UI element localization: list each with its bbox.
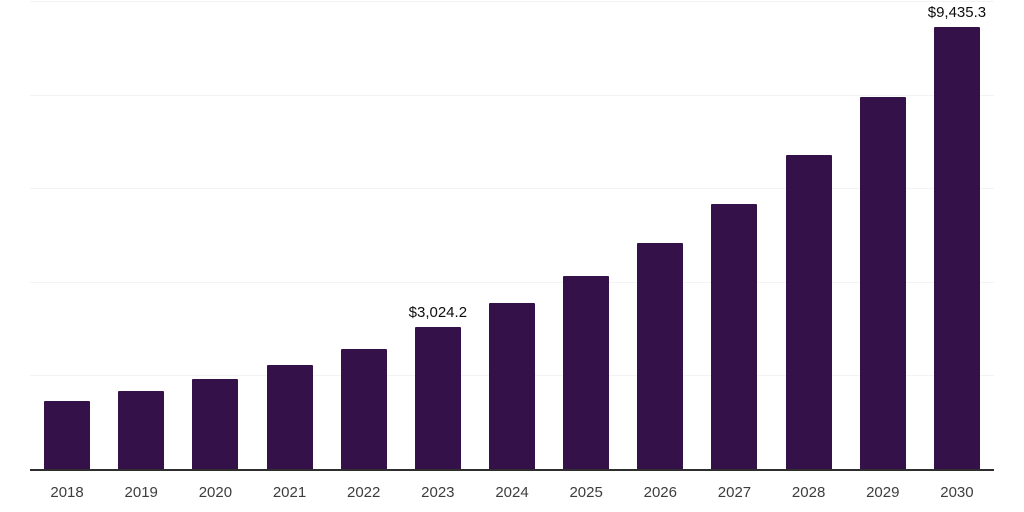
x-tick-2025: 2025: [569, 484, 603, 501]
gridline-8000: [30, 94, 994, 96]
bar-2023: [414, 327, 461, 469]
x-tick-2028: 2028: [791, 484, 826, 501]
x-tick-2022: 2022: [347, 484, 381, 501]
x-axis-line: [30, 469, 994, 471]
x-tick-2019: 2019: [124, 484, 158, 501]
x-tick-2026: 2026: [643, 484, 677, 501]
bar-2019: [118, 391, 165, 469]
x-tick-2023: 2023: [421, 484, 455, 501]
data-label-2023: $3,024.2: [408, 304, 468, 322]
bar-2030: [933, 27, 980, 469]
plot-area: $3,024.2 $9,435.3: [30, 1, 994, 469]
x-tick-2027: 2027: [717, 484, 752, 501]
bar-2020: [192, 379, 239, 469]
gridline-6000: [30, 188, 994, 190]
x-tick-2030: 2030: [940, 484, 974, 501]
bar-2029: [859, 97, 906, 469]
gridline-4000: [30, 281, 994, 283]
x-axis-labels: 2018 2019 2020 2021 2022 2023 2024 2025 2026 2027…: [30, 484, 994, 504]
x-tick-2029: 2029: [866, 484, 900, 501]
bar-2024: [489, 303, 535, 469]
bar-2021: [266, 365, 313, 469]
data-label-2030: $9,435.3: [927, 4, 987, 22]
bar-2022: [340, 348, 387, 469]
gridline-10000: [30, 1, 994, 2]
bar-2018: [44, 401, 91, 469]
x-tick-2021: 2021: [272, 484, 307, 501]
bar-2026: [637, 242, 684, 469]
x-tick-2020: 2020: [198, 484, 233, 501]
bar-2028: [785, 154, 832, 469]
bar-2027: [711, 203, 758, 469]
x-tick-2018: 2018: [50, 484, 84, 501]
bar-2025: [563, 275, 610, 469]
x-tick-2024: 2024: [495, 484, 529, 501]
